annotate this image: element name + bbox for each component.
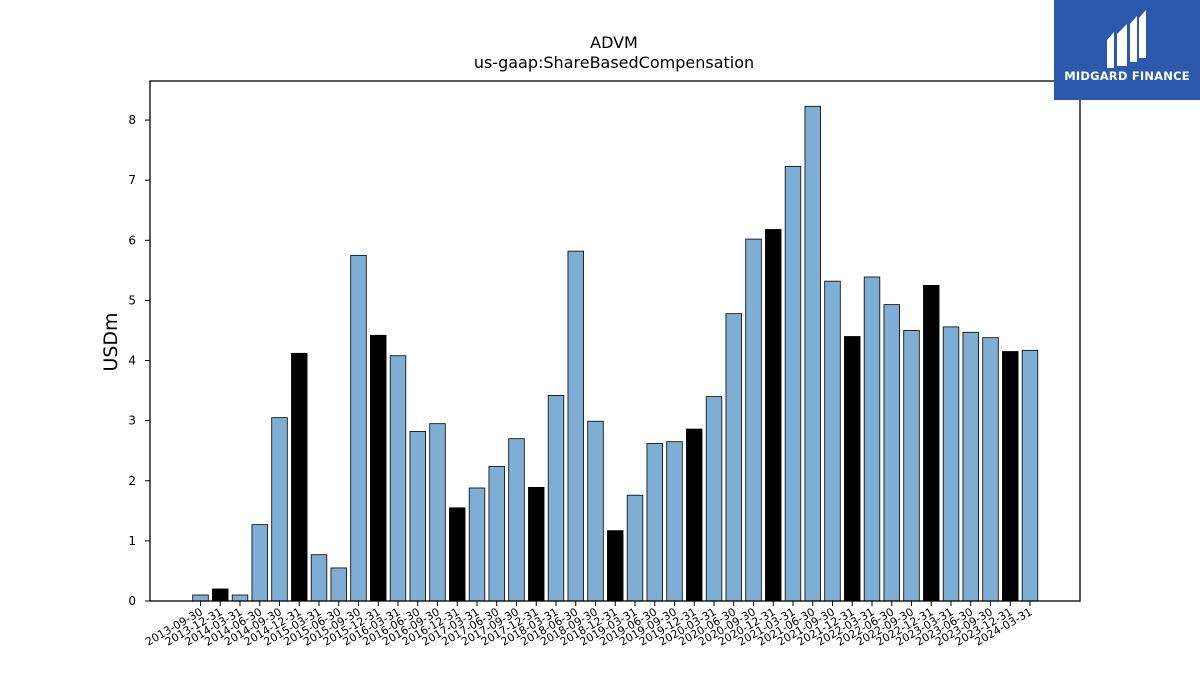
bar-2013-09-30 [192, 594, 209, 602]
bars [192, 105, 1039, 602]
bar-2014-09-30 [271, 417, 288, 602]
bar-2013-12-31 [212, 588, 229, 602]
logo-text: MIDGARD FINANCE [1064, 69, 1190, 83]
bar-2019-06-30 [646, 443, 663, 602]
y-axis-ticks: 0 1 2 3 4 5 6 7 8 [128, 113, 150, 608]
bar-2021-06-30 [804, 105, 821, 602]
bar-2016-12-31 [449, 507, 466, 602]
y-axis-label: USDm [100, 312, 122, 371]
y-tick-label: 8 [128, 113, 136, 127]
bar-2023-06-30 [962, 331, 979, 602]
bar-2020-09-30 [745, 238, 762, 602]
bar-2016-03-31 [389, 355, 407, 602]
bar-2016-06-30 [409, 431, 426, 602]
x-axis-ticks: 2013-09-302013-12-312014-03-312014-06-30… [143, 601, 1035, 649]
bar-2022-12-31 [923, 284, 940, 602]
y-tick-label: 3 [128, 414, 136, 428]
chart-subtitle: us-gaap:ShareBasedCompensation [474, 53, 754, 72]
bar-2014-06-30 [251, 524, 268, 602]
bar-2018-09-30 [587, 420, 604, 602]
bar-2019-09-30 [666, 441, 683, 602]
y-tick-label: 1 [128, 534, 136, 548]
bar-2015-09-30 [350, 254, 367, 602]
bar-2022-06-30 [883, 304, 900, 602]
bar-2022-03-31 [863, 276, 881, 602]
bar-2017-12-31 [528, 486, 545, 602]
bar-2024-03-31 [1021, 349, 1039, 602]
bar-2020-12-31 [765, 229, 782, 602]
bar-2014-03-31 [231, 594, 249, 602]
bar-2018-06-30 [567, 250, 584, 602]
midgard-finance-logo: MIDGARD FINANCE [1054, 0, 1200, 100]
bar-2017-06-30 [488, 465, 505, 602]
bar-2020-06-30 [725, 313, 742, 602]
bar-2022-09-30 [903, 330, 920, 602]
bar-2023-09-30 [982, 337, 999, 602]
midgard-logo-icon [1107, 10, 1146, 68]
bar-2015-03-31 [310, 554, 328, 602]
bar-2021-03-31 [784, 165, 802, 602]
plot-frame [149, 80, 1081, 602]
bar-2019-03-31 [626, 494, 644, 602]
bar-2015-06-30 [330, 567, 347, 602]
bar-2021-09-30 [824, 280, 841, 602]
bar-2017-09-30 [508, 438, 525, 602]
y-tick-label: 0 [128, 594, 136, 608]
chart-title: ADVM [590, 33, 638, 52]
bar-2014-12-31 [291, 352, 308, 602]
y-tick-label: 5 [128, 293, 136, 307]
bar-2018-03-31 [547, 394, 565, 602]
bar-2023-03-31 [942, 326, 960, 602]
bar-2018-12-31 [607, 530, 624, 602]
bar-2019-12-31 [686, 428, 703, 602]
y-tick-label: 6 [128, 233, 136, 247]
bar-2016-09-30 [429, 423, 446, 602]
bar-2023-12-31 [1002, 351, 1019, 602]
bar-2015-12-31 [370, 334, 387, 602]
y-tick-label: 2 [128, 474, 136, 488]
y-tick-label: 7 [128, 173, 136, 187]
bar-2021-12-31 [844, 336, 861, 602]
y-tick-label: 4 [128, 354, 136, 368]
bar-2017-03-31 [468, 487, 486, 602]
bar-2020-03-31 [705, 396, 723, 602]
